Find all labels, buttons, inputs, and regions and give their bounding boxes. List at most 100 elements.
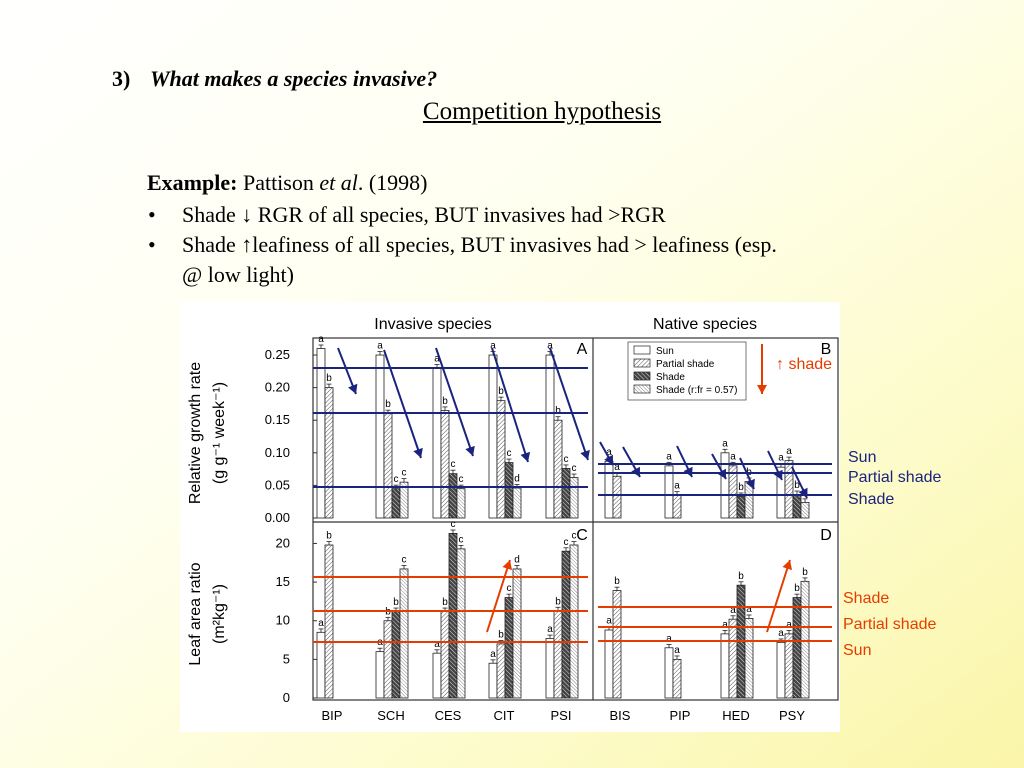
rgr-nat-bar: [784, 460, 794, 519]
lar-inv-bar: [448, 533, 458, 699]
rgr-inv-bar-label: a: [490, 341, 496, 352]
rgr-inv-bar-label: c: [451, 459, 456, 470]
figure-frame: [312, 337, 839, 701]
lar-inv-bar: [569, 544, 579, 699]
rgr-nat-bar-label: a: [674, 481, 680, 492]
lar-inv-bar: [504, 597, 514, 699]
rgr-inv-arrow: [549, 347, 589, 461]
rgr-inv-bar-label: a: [377, 341, 383, 352]
rgr-inv-bar: [448, 473, 458, 519]
bullet-text-line1: Shade ↑leafiness of all species, BUT inv…: [182, 232, 777, 257]
category-label: SCH: [377, 708, 404, 723]
rgr-nat-arrow-head: [604, 454, 613, 465]
legend-label: Sun: [656, 346, 674, 357]
rgr-inv-arrow-head: [465, 445, 475, 456]
legend-swatch: [633, 358, 651, 368]
rgr-inv-bar: [383, 413, 393, 519]
rgr-inv-bar-label: a: [434, 354, 440, 365]
example-line: Example: Pattison et al. (1998): [147, 170, 428, 196]
lar-inv-bar-label: a: [490, 649, 496, 660]
lar-nat-bar: [784, 633, 794, 699]
lar-label-shade: Shade: [843, 590, 890, 607]
rgr-label-sun: Sun: [848, 449, 877, 466]
panel-letter-b: B: [821, 341, 832, 358]
lar-axis-title: Leaf area ratio: [187, 562, 204, 665]
panel-letter-a: A: [577, 341, 588, 358]
rgr-inv-bar: [456, 488, 466, 519]
rgr-nat-bar-label: b: [738, 482, 744, 493]
legend: Sun Partial shade Shade Shade (r:fr = 0.57): [627, 341, 747, 401]
rgr-axis-title: Relative growth rate: [187, 362, 204, 504]
lar-axis-tick-label: 20: [276, 535, 290, 550]
lar-inv-bar: [488, 662, 498, 699]
rgr-inv-bar-label: b: [385, 399, 391, 410]
rgr-axis-tick-label: 0.15: [265, 412, 290, 427]
example-author: Pattison: [242, 170, 314, 195]
rgr-inv-bar: [496, 400, 506, 519]
rgr-inv-bar: [553, 419, 563, 519]
rgr-nat-bar-label: a: [666, 451, 672, 462]
lar-nat-arrow: [766, 559, 791, 633]
rgr-nat-arrow-head: [773, 469, 783, 480]
rgr-inv-bar: [391, 488, 401, 519]
rgr-label-shade: Shade: [848, 491, 895, 508]
example-etal: et al: [319, 170, 358, 195]
rgr-nat-bar: [664, 465, 674, 519]
lar-inv-bar-label: c: [572, 531, 577, 542]
panel-letter-d: D: [820, 527, 832, 544]
rgr-inv-arrow-head: [580, 449, 590, 460]
category-label: CIT: [494, 708, 515, 723]
lar-inv-bar-label: a: [434, 639, 440, 650]
lar-inv-bar-label: b: [326, 531, 332, 542]
lar-nat-bar: [792, 597, 802, 699]
rgr-axis-units: (g g⁻¹ week⁻¹): [211, 382, 228, 484]
rgr-axis-tick-label: 0.25: [265, 347, 290, 362]
lar-nat-bar-label: a: [722, 619, 728, 630]
lar-label-sun: Sun: [843, 642, 872, 659]
lar-inv-bar-label: b: [498, 630, 504, 641]
lar-inv-bar-label: c: [507, 583, 512, 594]
rgr-inv-bar-label: b: [326, 373, 332, 384]
rgr-inv-bar-label: c: [459, 474, 464, 485]
category-label: PSI: [551, 708, 572, 723]
rgr-nat-bar-label: a: [606, 447, 612, 458]
lar-inv-bar: [496, 643, 506, 699]
lar-inv-bar: [561, 550, 571, 699]
rgr-nat-bar: [604, 460, 614, 519]
rgr-nat-bar-label: a: [786, 446, 792, 457]
lar-inv-bar-label: b: [393, 597, 399, 608]
rgr-inv-arrow-head: [348, 383, 358, 394]
heading: 3) What makes a species invasive?: [112, 66, 437, 92]
rgr-nat-bar-label: a: [730, 451, 736, 462]
legend-swatch: [633, 384, 651, 394]
lar-nat-bar-label: a: [606, 616, 612, 627]
rgr-inv-bar-label: b: [555, 406, 561, 417]
lar-axis-tick-label: 15: [276, 574, 290, 589]
lar-nat-bar-label: a: [778, 628, 784, 639]
rgr-nat-bar-label: a: [722, 438, 728, 449]
lar-inv-arrow-head: [502, 560, 513, 571]
rgr-inv-bar: [432, 367, 442, 519]
rgr-nat-bar: [800, 501, 810, 519]
legend-label: Partial shade: [656, 359, 715, 370]
category-label: PIP: [670, 708, 691, 723]
lar-nat-bar: [800, 580, 810, 699]
lar-nat-bar-label: a: [730, 605, 736, 616]
rgr-nat-bar: [728, 465, 738, 519]
rgr-inv-bar-label: c: [564, 454, 569, 465]
heading-number: 3): [112, 66, 131, 91]
rgr-axis-tick-label: 0.00: [265, 510, 290, 525]
lar-inv-bar: [383, 620, 393, 699]
lar-nat-bar: [728, 618, 738, 699]
lar-inv-bar: [324, 544, 334, 699]
lar-nat-bar: [672, 658, 682, 699]
rgr-inv-arrow: [435, 347, 474, 457]
legend-swatch: [633, 371, 651, 381]
lar-axis-tick-label: 5: [283, 651, 290, 666]
rgr-axis-tick-label: 0.20: [265, 380, 290, 395]
panel-title-invasive: Invasive species: [374, 316, 491, 333]
heading-text: What makes a species invasive?: [150, 66, 438, 91]
lar-inv-arrow: [486, 559, 511, 633]
lar-nat-bar: [664, 647, 674, 699]
lar-inv-bar: [375, 651, 385, 699]
